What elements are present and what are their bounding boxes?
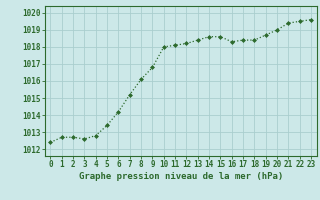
- X-axis label: Graphe pression niveau de la mer (hPa): Graphe pression niveau de la mer (hPa): [79, 172, 283, 181]
